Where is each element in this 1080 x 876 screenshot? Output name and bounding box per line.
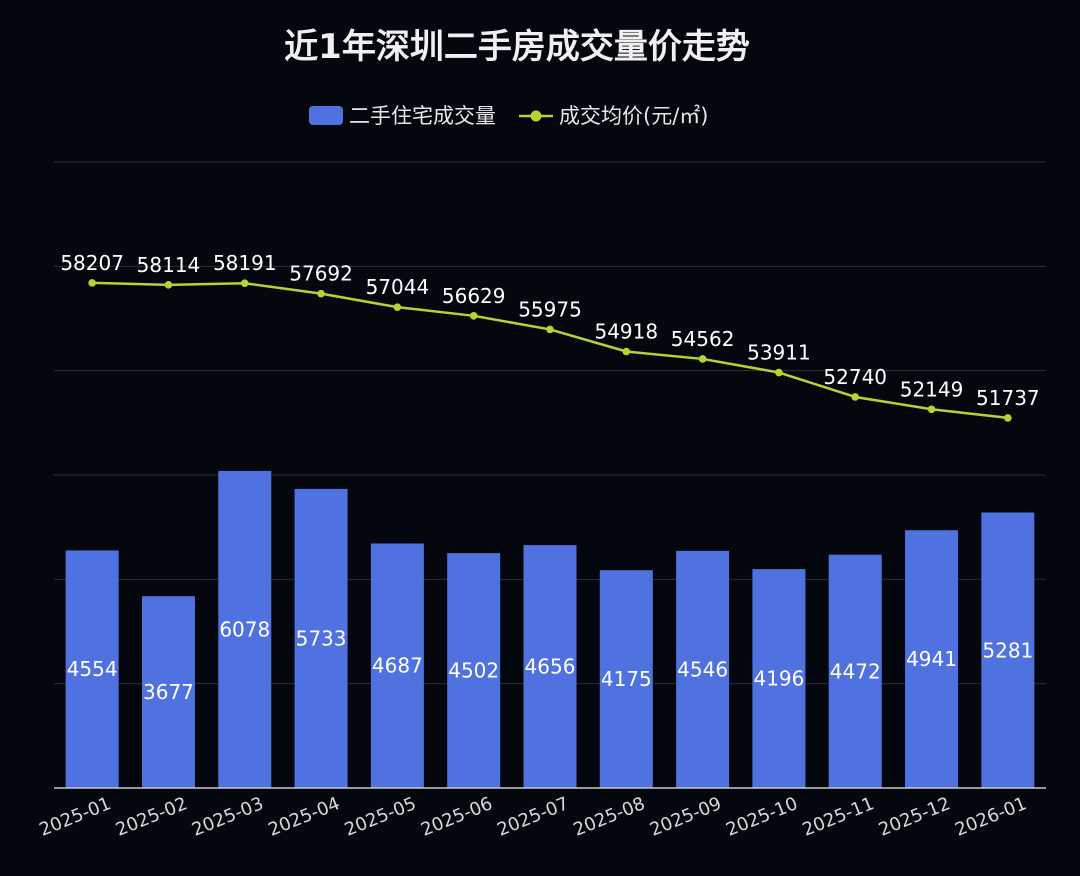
price-point — [469, 312, 478, 320]
legend-swatch-volume — [309, 106, 343, 125]
price-value-label: 58191 — [213, 251, 277, 275]
price-point — [1004, 414, 1012, 422]
price-value-label: 54918 — [594, 320, 658, 344]
legend-label-volume: 二手住宅成交量 — [349, 104, 496, 128]
price-point — [698, 355, 707, 363]
price-point — [240, 279, 249, 288]
bar-series — [65, 470, 1035, 788]
bar-value-label: 4502 — [448, 659, 499, 683]
price-point — [622, 347, 631, 356]
price-point — [393, 303, 402, 311]
bar — [294, 488, 348, 788]
bar-value-label: 5733 — [296, 626, 347, 650]
bar-value-label: 4941 — [906, 647, 957, 671]
price-value-label: 51737 — [976, 386, 1040, 410]
price-point — [775, 368, 783, 377]
bar — [447, 553, 501, 788]
price-value-label: 54562 — [671, 327, 735, 351]
price-value-label: 52149 — [900, 377, 964, 401]
price-value-label: 56629 — [442, 284, 506, 308]
bar-value-label: 4687 — [372, 654, 423, 678]
price-value-label: 55975 — [518, 297, 582, 321]
bar — [370, 543, 424, 788]
bar — [141, 596, 195, 788]
price-value-label: 57692 — [289, 262, 353, 286]
bar — [65, 550, 119, 788]
bar — [218, 470, 272, 788]
bar-value-label: 4196 — [753, 667, 804, 691]
legend: 二手住宅成交量 成交均价(元/㎡) — [309, 104, 708, 128]
price-value-label: 57044 — [366, 275, 430, 299]
price-value-label: 53911 — [747, 341, 811, 365]
bar — [676, 550, 730, 788]
bar — [599, 570, 653, 788]
price-point — [851, 393, 860, 401]
bar — [828, 554, 882, 788]
price-point — [164, 281, 173, 289]
legend-item-price[interactable]: 成交均价(元/㎡) — [519, 104, 708, 128]
bar-labels: 4554 3677 6078 5733 4687 4502 4656 4175 4546 4196… — [67, 617, 1034, 704]
price-labels: 58207 58114 58191 57692 57044 56629 55975 54918… — [60, 251, 1039, 410]
legend-item-volume[interactable]: 二手住宅成交量 — [309, 104, 496, 128]
bar — [905, 530, 959, 788]
price-value-label: 52740 — [823, 365, 887, 389]
bar-value-label: 4472 — [830, 659, 881, 683]
price-value-label: 58207 — [60, 251, 124, 275]
legend-label-price: 成交均价(元/㎡) — [559, 104, 708, 128]
bar — [981, 512, 1035, 788]
bar-value-label: 4554 — [67, 657, 118, 681]
bar-value-label: 3677 — [143, 680, 194, 704]
bar-value-label: 6078 — [219, 617, 270, 641]
bar-value-label: 4175 — [601, 667, 652, 691]
price-point — [88, 279, 96, 287]
bar — [523, 545, 577, 788]
price-point — [317, 289, 325, 298]
price-line-series — [88, 279, 1012, 422]
price-value-label: 58114 — [137, 253, 201, 277]
bar — [752, 569, 806, 788]
bar-value-label: 4546 — [677, 657, 728, 681]
bar-value-label: 4656 — [525, 655, 576, 679]
bar-value-label: 5281 — [982, 638, 1033, 662]
legend-swatch-price-dot — [530, 110, 542, 122]
chart-title: 近1年深圳二手房成交量价走势 — [284, 27, 750, 67]
price-point — [927, 405, 936, 414]
price-point — [546, 325, 554, 334]
